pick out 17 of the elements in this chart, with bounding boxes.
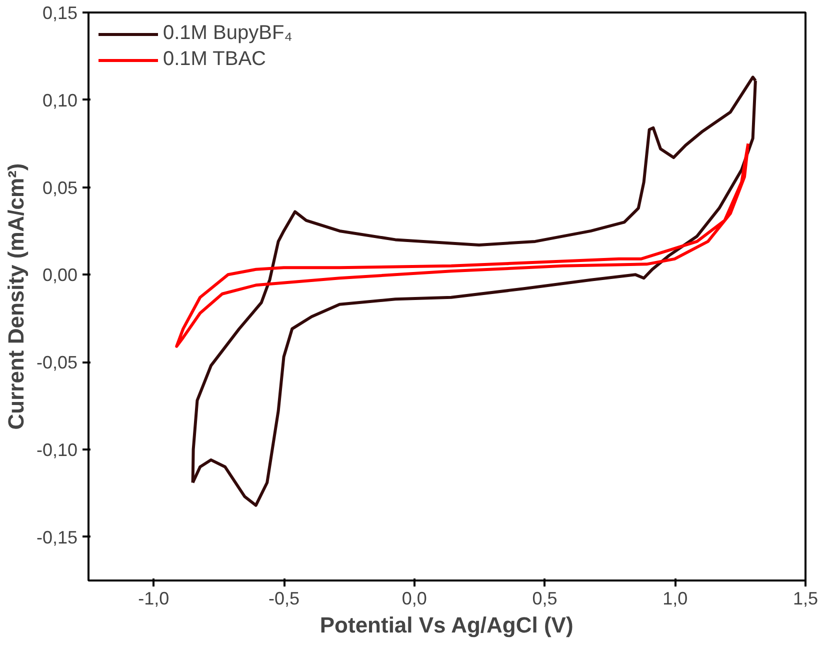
y-tick-label: -0,10 (36, 440, 78, 460)
y-tick-label: -0,05 (36, 352, 78, 373)
y-tick-label: 0,10 (42, 90, 78, 110)
x-tick-label: 1,5 (792, 588, 818, 608)
x-tick-label: 0,5 (532, 588, 558, 608)
y-tick-label: 0,15 (42, 3, 78, 23)
legend-label: 0.1M BupyBF₄ (163, 22, 292, 45)
x-tick-label: -0,5 (268, 588, 300, 608)
y-tick-label: -0,15 (36, 527, 78, 548)
y-tick-label: 0,05 (42, 178, 78, 198)
y-axis-title: Current Density (mA/cm²) (3, 163, 28, 430)
x-tick-label: 0,0 (402, 588, 427, 608)
x-tick-label: 1,0 (662, 588, 688, 608)
x-tick-label: -1,0 (138, 588, 170, 608)
y-tick-label: 0,00 (42, 265, 78, 286)
x-axis-title: Potential Vs Ag/AgCl (V) (320, 612, 574, 638)
legend-label: 0.1M TBAC (163, 48, 266, 71)
